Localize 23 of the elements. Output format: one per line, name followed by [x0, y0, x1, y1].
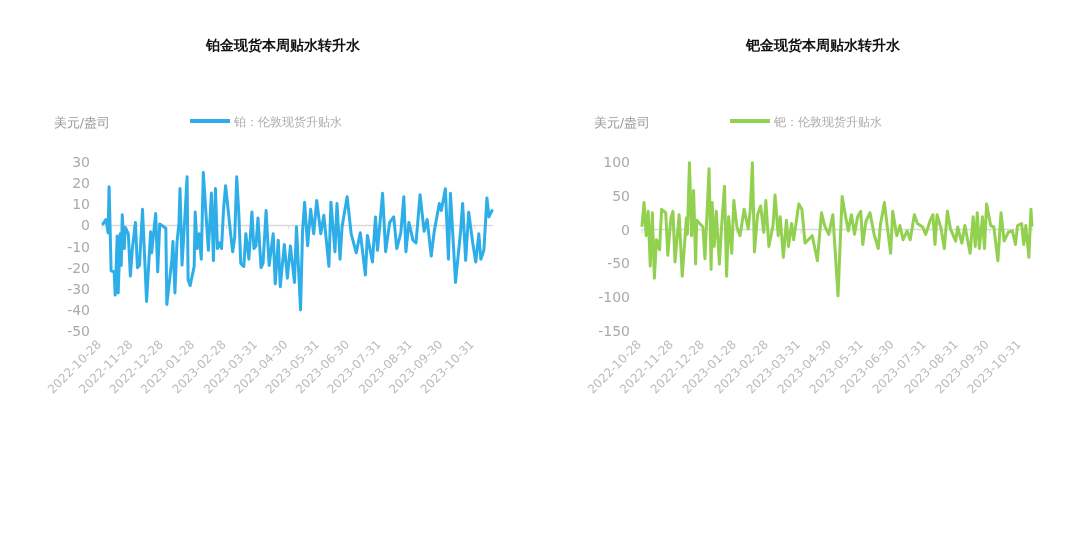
- y-tick-label: 10: [72, 196, 90, 213]
- line-series: [101, 171, 494, 312]
- y-axis-title: 美元/盎司: [593, 115, 651, 130]
- y-tick-label: -100: [598, 289, 630, 306]
- y-tick-label: 0: [621, 221, 630, 238]
- y-tick-label: -50: [67, 323, 90, 339]
- chart-title: 铂金现货本周贴水转升水: [205, 37, 361, 53]
- y-tick-label: -10: [67, 238, 90, 255]
- legend-label: 钯：伦敦现货升贴水: [773, 115, 882, 129]
- legend-label: 铂：伦敦现货升贴水: [233, 115, 342, 129]
- y-tick-label: 50: [612, 187, 630, 204]
- y-tick-label: -150: [598, 323, 630, 339]
- y-axis-title: 美元/盎司: [53, 115, 111, 130]
- y-tick-label: -20: [67, 259, 90, 276]
- y-tick-label: 0: [81, 217, 90, 234]
- line-series: [640, 161, 1034, 298]
- y-tick-label: 20: [72, 175, 90, 192]
- y-tick-label: -40: [67, 301, 90, 318]
- chart-title: 钯金现货本周贴水转升水: [745, 37, 901, 53]
- y-tick-label: 100: [603, 154, 630, 170]
- y-tick-label: 30: [72, 154, 90, 170]
- y-tick-label: -50: [607, 255, 630, 272]
- y-tick-label: -30: [67, 280, 90, 297]
